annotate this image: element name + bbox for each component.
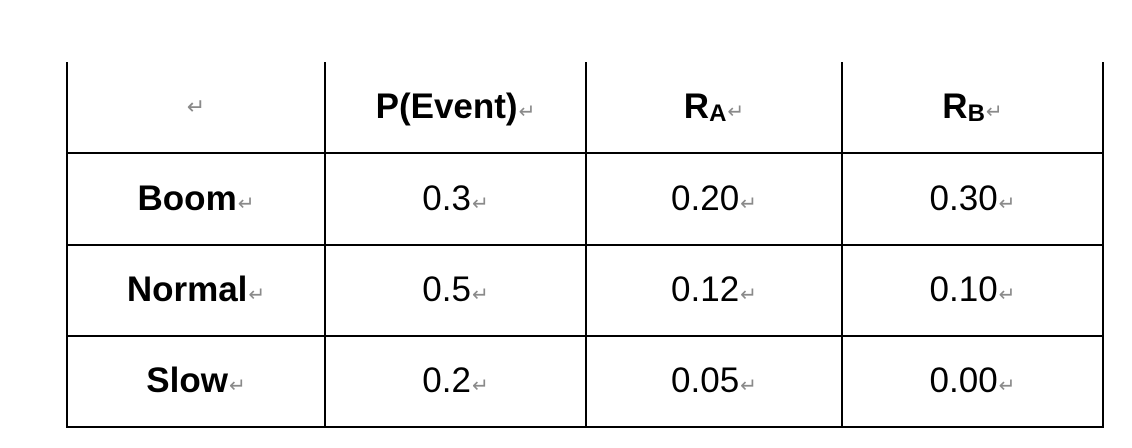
row-label-cell: Normal↵ (66, 243, 326, 337)
return-a-cell: 0.05↵ (585, 334, 843, 429)
paragraph-mark-icon: ↵ (237, 190, 255, 215)
returns-grid: ↵ P(Event)↵ RA↵ RB↵ Boom↵ 0.3↵ (66, 62, 1104, 429)
paragraph-mark-icon: ↵ (471, 373, 489, 398)
return-b-cell: 0.30↵ (841, 152, 1104, 246)
paragraph-mark-icon: ↵ (228, 373, 246, 398)
paragraph-mark-icon: ↵ (740, 373, 757, 398)
return-a-value: 0.05 (671, 361, 740, 401)
table-row: Boom↵ 0.3↵ 0.20↵ 0.30↵ (66, 152, 1104, 246)
paragraph-mark-icon: ↵ (518, 99, 536, 124)
paragraph-mark-icon: ↵ (471, 282, 489, 307)
header-return-b: RB↵ (841, 62, 1104, 155)
header-return-a-subscript: A (709, 99, 727, 127)
table-row: Normal↵ 0.5↵ 0.12↵ 0.10↵ (66, 243, 1104, 337)
paragraph-mark-icon: ↵ (727, 98, 745, 123)
return-b-value: 0.30 (929, 178, 998, 218)
paragraph-mark-icon: ↵ (471, 190, 489, 215)
paragraph-mark-icon: ↵ (998, 190, 1016, 215)
paragraph-mark-icon: ↵ (985, 98, 1003, 123)
return-b-value: 0.00 (929, 361, 998, 401)
row-label-cell: Slow↵ (66, 334, 326, 429)
return-a-value: 0.20 (671, 178, 740, 218)
row-label-cell: Boom↵ (66, 152, 326, 246)
row-label: Normal (126, 270, 248, 310)
paragraph-mark-icon: ↵ (998, 373, 1016, 398)
probability-value: 0.3 (422, 178, 471, 218)
table-row: Slow↵ 0.2↵ 0.05↵ 0.00↵ (66, 334, 1104, 429)
header-return-a-label: R (683, 86, 710, 126)
probability-cell: 0.5↵ (324, 243, 587, 337)
paragraph-mark-icon: ↵ (248, 282, 266, 307)
header-empty-cell: ↵ (66, 62, 326, 155)
probability-cell: 0.3↵ (324, 152, 587, 246)
paragraph-mark-icon: ↵ (740, 282, 757, 307)
header-row: ↵ P(Event)↵ RA↵ RB↵ (66, 62, 1104, 155)
return-b-value: 0.10 (929, 270, 998, 310)
paragraph-mark-icon: ↵ (740, 190, 757, 215)
row-label: Slow (146, 361, 228, 401)
probability-value: 0.5 (422, 270, 471, 310)
return-b-cell: 0.10↵ (841, 243, 1104, 337)
paragraph-mark-icon: ↵ (998, 282, 1016, 307)
row-label: Boom (137, 178, 237, 218)
header-probability: P(Event)↵ (324, 62, 587, 155)
return-a-cell: 0.20↵ (585, 152, 843, 246)
probability-cell: 0.2↵ (324, 334, 587, 429)
return-b-cell: 0.00↵ (841, 334, 1104, 429)
scenario-returns-table: ↵ P(Event)↵ RA↵ RB↵ Boom↵ 0.3↵ (66, 62, 1104, 429)
return-a-value: 0.12 (671, 270, 740, 310)
paragraph-mark-icon: ↵ (186, 94, 206, 120)
header-return-b-label: R (942, 86, 968, 126)
header-probability-label: P(Event) (375, 87, 518, 127)
header-return-b-subscript: B (967, 99, 985, 127)
return-a-cell: 0.12↵ (585, 243, 843, 337)
probability-value: 0.2 (422, 361, 471, 401)
header-return-a: RA↵ (585, 62, 843, 155)
